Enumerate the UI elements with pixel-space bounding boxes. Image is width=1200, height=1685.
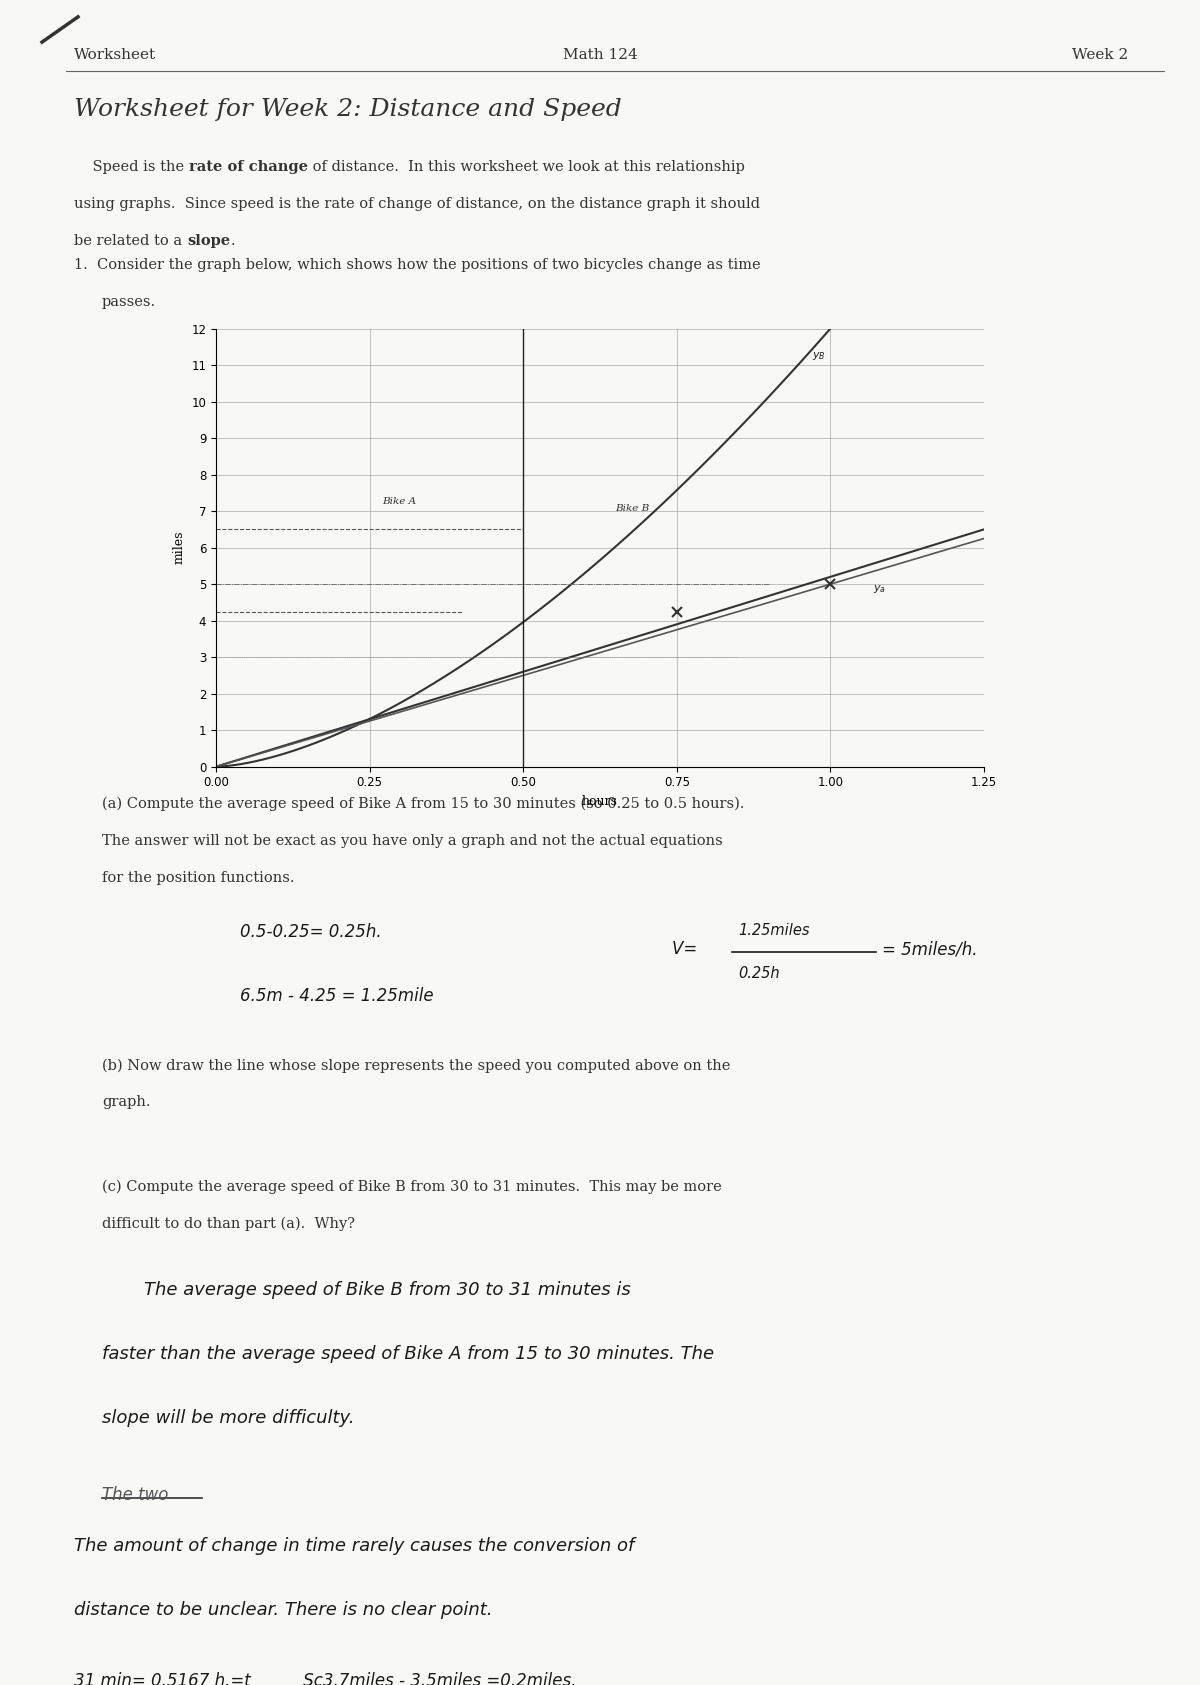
Text: Week 2: Week 2 [1072, 49, 1128, 62]
Text: 1.  Consider the graph below, which shows how the positions of two bicycles chan: 1. Consider the graph below, which shows… [74, 258, 761, 271]
Text: $y_a$: $y_a$ [874, 583, 887, 595]
Bike B [860, 281, 875, 302]
Text: Speed is the: Speed is the [74, 160, 190, 174]
Text: 0.5-0.25= 0.25h.: 0.5-0.25= 0.25h. [240, 923, 382, 942]
Text: slope will be more difficulty.: slope will be more difficulty. [102, 1409, 354, 1427]
Bike B [666, 484, 680, 504]
Bike B [388, 696, 402, 716]
Text: (a) Compute the average speed of Bike A from 15 to 30 minutes (so 0.25 to 0.5 ho: (a) Compute the average speed of Bike A … [102, 797, 744, 812]
Text: Bike A: Bike A [382, 497, 416, 506]
Text: graph.: graph. [102, 1095, 150, 1109]
Text: The amount of change in time rarely causes the conversion of: The amount of change in time rarely caus… [74, 1537, 635, 1555]
Text: = 5miles/h.: = 5miles/h. [882, 940, 978, 959]
Text: The answer will not be exact as you have only a graph and not the actual equatio: The answer will not be exact as you have… [102, 834, 722, 848]
Bike B [356, 713, 371, 733]
Bike B [605, 539, 619, 559]
Text: 31 min= 0.5167 h.=t          Sc3.7miles - 3.5miles =0.2miles.: 31 min= 0.5167 h.=t Sc3.7miles - 3.5mile… [74, 1672, 577, 1685]
Text: .: . [230, 234, 235, 248]
Text: The two: The two [102, 1486, 168, 1505]
Text: slope: slope [187, 234, 230, 248]
Bike B [946, 281, 960, 302]
Text: faster than the average speed of Bike A from 15 to 30 minutes. The: faster than the average speed of Bike A … [102, 1345, 714, 1363]
Text: difficult to do than part (a).  Why?: difficult to do than part (a). Why? [102, 1217, 355, 1232]
Line: Bike B: Bike B [216, 292, 984, 767]
Text: for the position functions.: for the position functions. [102, 871, 294, 885]
Text: Worksheet: Worksheet [74, 49, 156, 62]
Text: (b) Now draw the line whose slope represents the speed you computed above on the: (b) Now draw the line whose slope repres… [102, 1058, 731, 1073]
Text: $y_B$: $y_B$ [812, 350, 826, 362]
Text: passes.: passes. [102, 295, 156, 308]
Text: The average speed of Bike B from 30 to 31 minutes is: The average speed of Bike B from 30 to 3… [144, 1281, 631, 1299]
Text: Math 124: Math 124 [563, 49, 637, 62]
Text: Bike B: Bike B [616, 504, 649, 514]
Bike B [977, 281, 991, 302]
X-axis label: hours: hours [582, 795, 618, 807]
Bike B [923, 281, 937, 302]
Text: V=: V= [672, 940, 702, 959]
Text: 6.5m - 4.25 = 1.25mile: 6.5m - 4.25 = 1.25mile [240, 987, 433, 1006]
Y-axis label: miles: miles [173, 531, 186, 564]
Text: of distance.  In this worksheet we look at this relationship: of distance. In this worksheet we look a… [308, 160, 745, 174]
Text: (c) Compute the average speed of Bike B from 30 to 31 minutes.  This may be more: (c) Compute the average speed of Bike B … [102, 1180, 721, 1195]
Bike B [209, 757, 223, 777]
Text: rate of change: rate of change [190, 160, 308, 174]
Text: Worksheet for Week 2: Distance and Speed: Worksheet for Week 2: Distance and Speed [74, 98, 622, 121]
Text: be related to a: be related to a [74, 234, 187, 248]
Text: 0.25h: 0.25h [738, 966, 780, 981]
Text: using graphs.  Since speed is the rate of change of distance, on the distance gr: using graphs. Since speed is the rate of… [74, 197, 761, 211]
Text: distance to be unclear. There is no clear point.: distance to be unclear. There is no clea… [74, 1601, 493, 1619]
Text: 1.25miles: 1.25miles [738, 923, 810, 939]
